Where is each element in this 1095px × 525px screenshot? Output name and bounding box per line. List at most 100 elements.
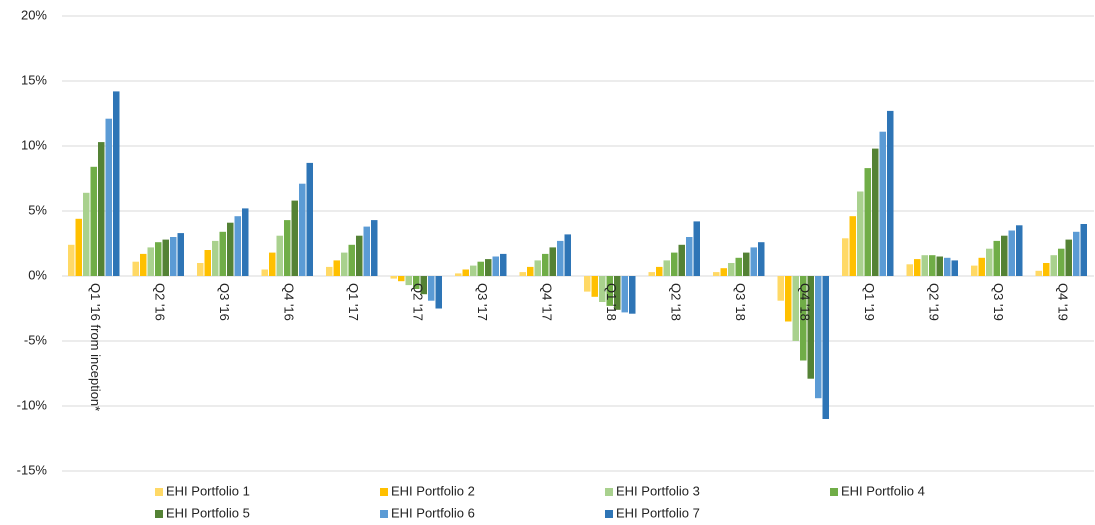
bar: [477, 261, 484, 276]
bar: [720, 268, 727, 276]
bar: [800, 276, 807, 361]
bar: [614, 276, 621, 310]
x-tick-label: Q4 '16: [281, 283, 296, 321]
bar: [971, 265, 978, 276]
legend-swatch: [380, 488, 388, 496]
bar: [663, 260, 670, 276]
bar: [887, 110, 894, 277]
legend-label: EHI Portfolio 7: [616, 505, 700, 520]
x-tick-label: Q1 '18: [604, 283, 619, 321]
legend-label: EHI Portfolio 3: [616, 483, 700, 498]
x-tick-label: Q2 '17: [410, 283, 425, 321]
bar: [348, 244, 355, 276]
bar: [428, 276, 435, 301]
bar: [564, 234, 571, 276]
x-tick-label: Q4 '17: [539, 283, 554, 321]
legend-label: EHI Portfolio 6: [391, 505, 475, 520]
bar: [1008, 230, 1015, 276]
bar: [363, 226, 370, 276]
bar: [68, 244, 75, 276]
x-tick-label: Q3 '17: [475, 283, 490, 321]
legend-swatch: [605, 510, 613, 518]
bar: [269, 252, 276, 276]
y-tick-label: 0%: [28, 267, 47, 282]
x-tick-label: Q2 '19: [926, 283, 941, 321]
x-tick-label: Q1 '16 from inception*: [88, 283, 103, 411]
bar: [648, 272, 655, 276]
legend-label: EHI Portfolio 1: [166, 483, 250, 498]
bar: [371, 220, 378, 276]
bar: [929, 255, 936, 276]
bar: [864, 168, 871, 276]
bar: [872, 148, 879, 276]
x-tick-label: Q1 '19: [862, 283, 877, 321]
bar: [1043, 263, 1050, 276]
bar: [1035, 270, 1042, 276]
bar: [792, 276, 799, 341]
bar: [621, 276, 628, 313]
bar: [90, 166, 97, 276]
bar: [686, 237, 693, 276]
legend-swatch: [155, 510, 163, 518]
bar: [219, 231, 226, 276]
bar: [606, 276, 613, 306]
legend-swatch: [830, 488, 838, 496]
bar: [1001, 235, 1008, 276]
legend-label: EHI Portfolio 2: [391, 483, 475, 498]
bar: [147, 247, 154, 276]
bar: [728, 263, 735, 276]
legend-label: EHI Portfolio 4: [841, 483, 925, 498]
bar: [261, 269, 268, 276]
bar: [398, 276, 405, 282]
bar: [557, 240, 564, 276]
bar: [549, 247, 556, 276]
bar: [105, 118, 112, 276]
x-tick-label: Q3 '18: [733, 283, 748, 321]
bar: [591, 276, 598, 297]
bar: [1058, 248, 1065, 276]
bar: [291, 200, 298, 276]
y-tick-label: 10%: [21, 137, 47, 152]
bar: [234, 216, 241, 276]
bar: [750, 247, 757, 276]
bar: [132, 261, 139, 276]
bar: [671, 252, 678, 276]
bar: [333, 260, 340, 276]
bar: [299, 183, 306, 276]
y-tick-label: -10%: [17, 397, 48, 412]
bar: [197, 263, 204, 276]
bar: [842, 238, 849, 276]
bar: [815, 276, 822, 399]
legend-label: EHI Portfolio 5: [166, 505, 250, 520]
bar: [276, 235, 283, 276]
bar: [155, 242, 162, 276]
bar: [993, 240, 1000, 276]
bar: [678, 244, 685, 276]
bar: [462, 269, 469, 276]
bar: [743, 252, 750, 276]
bar: [140, 253, 147, 276]
bar: [455, 273, 462, 276]
bar: [326, 266, 333, 276]
bar: [978, 257, 985, 276]
legend-swatch: [380, 510, 388, 518]
bar: [534, 260, 541, 276]
bar: [1050, 255, 1057, 276]
bar: [879, 131, 886, 276]
bar: [212, 240, 219, 276]
bar: [758, 242, 765, 276]
x-tick-label: Q4 '18: [797, 283, 812, 321]
bar: [98, 142, 105, 276]
bar: [341, 252, 348, 276]
bar: [405, 276, 412, 286]
bar: [204, 250, 211, 276]
bar: [906, 264, 913, 276]
bar: [113, 91, 120, 277]
x-tick-label: Q2 '18: [668, 283, 683, 321]
bar: [242, 208, 249, 276]
bar: [584, 276, 591, 292]
bar: [849, 216, 856, 276]
bar: [777, 276, 784, 301]
